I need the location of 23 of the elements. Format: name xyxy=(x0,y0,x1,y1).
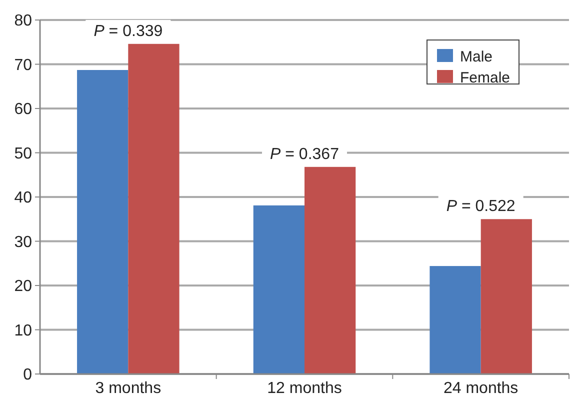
y-tick-label: 10 xyxy=(14,322,32,340)
annotation: P = 0.367 xyxy=(270,146,340,163)
legend-label: Female xyxy=(460,69,510,86)
bar xyxy=(304,166,356,374)
legend-label: Male xyxy=(460,48,493,66)
y-tick-label: 40 xyxy=(14,190,32,207)
bar xyxy=(430,266,481,374)
bar xyxy=(77,70,128,374)
x-tick-label: 12 months xyxy=(267,380,342,397)
y-tick-label: 50 xyxy=(14,145,32,162)
bar xyxy=(128,44,180,374)
x-tick-label: 3 months xyxy=(95,380,162,397)
y-tick-label: 30 xyxy=(14,234,32,251)
annotation: P = 0.339 xyxy=(94,22,163,40)
y-tick-label: 60 xyxy=(14,101,32,118)
bar xyxy=(480,219,532,374)
bar xyxy=(253,205,304,374)
x-tick-label: 24 months xyxy=(443,380,518,397)
annotation: P = 0.522 xyxy=(446,198,516,216)
y-tick-label: 20 xyxy=(14,278,32,296)
y-tick-label: 0 xyxy=(23,366,32,384)
y-tick-label: 70 xyxy=(14,56,32,74)
y-tick-label: 80 xyxy=(14,12,32,30)
